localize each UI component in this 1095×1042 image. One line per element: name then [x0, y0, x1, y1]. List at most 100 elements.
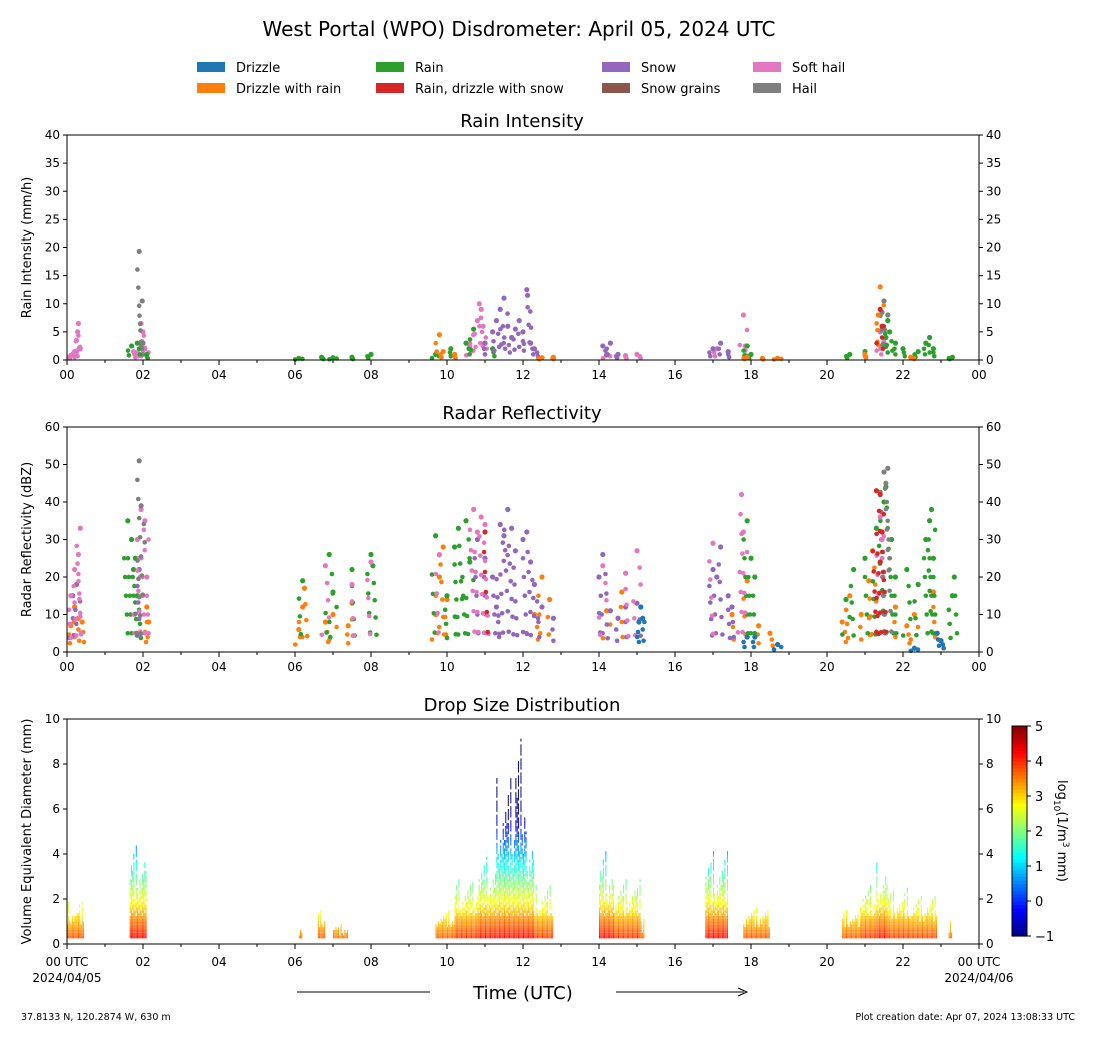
heatmap-cell	[530, 876, 532, 880]
heatmap-cell	[609, 929, 611, 933]
heatmap-cell	[438, 927, 440, 930]
heatmap-cell	[130, 910, 132, 914]
heatmap-cell	[472, 910, 474, 914]
heatmap-cell	[707, 921, 709, 925]
heatmap-cell	[870, 921, 872, 925]
data-point	[345, 623, 351, 629]
heatmap-cell	[905, 929, 907, 933]
heatmap-cell	[910, 924, 912, 928]
heatmap-cell	[724, 913, 726, 916]
heatmap-cell	[605, 887, 607, 891]
heatmap-cell	[464, 899, 466, 902]
heatmap-cell	[906, 913, 908, 916]
heatmap-cell	[718, 901, 720, 905]
data-point	[632, 615, 637, 621]
heatmap-cell	[884, 932, 885, 936]
heatmap-cell	[478, 907, 480, 911]
heatmap-cell	[533, 884, 535, 888]
heatmap-cell	[514, 921, 516, 925]
heatmap-cell	[524, 825, 526, 829]
figure-title: West Portal (WPO) Disdrometer: April 05,…	[262, 17, 775, 41]
heatmap-cell	[501, 918, 503, 922]
heatmap-cell	[634, 899, 636, 902]
heatmap-cell	[638, 929, 640, 933]
heatmap-cell	[509, 873, 511, 877]
heatmap-cell	[512, 918, 514, 922]
heatmap-cell	[707, 927, 709, 930]
heatmap-cell	[914, 929, 916, 933]
data-point	[142, 547, 147, 553]
heatmap-cell	[521, 890, 523, 894]
heatmap-cell	[487, 935, 489, 939]
data-point	[528, 632, 534, 638]
heatmap-cell	[504, 896, 505, 899]
heatmap-cell	[496, 803, 498, 807]
heatmap-cell	[509, 904, 511, 908]
heatmap-cell	[515, 825, 517, 829]
heatmap-cell	[852, 932, 854, 936]
heatmap-cell	[625, 924, 627, 928]
heatmap-cell	[487, 924, 489, 928]
data-point	[877, 284, 883, 290]
heatmap-cell	[466, 935, 467, 939]
heatmap-cell	[528, 932, 530, 936]
legend-entry: Rain, drizzle with snow	[376, 82, 564, 97]
heatmap-cell	[718, 927, 720, 930]
heatmap-cell	[440, 935, 442, 939]
heatmap-cell	[447, 929, 448, 933]
heatmap-cell	[466, 932, 467, 936]
heatmap-cell	[501, 856, 503, 860]
heatmap-cell	[724, 899, 726, 902]
heatmap-cell	[529, 887, 531, 891]
heatmap-cell	[317, 927, 319, 930]
data-point	[485, 613, 491, 618]
heatmap-cell	[523, 882, 524, 885]
data-point	[137, 594, 142, 600]
heatmap-cell	[536, 932, 538, 936]
heatmap-cell	[714, 924, 716, 928]
heatmap-cell	[751, 932, 752, 936]
heatmap-cell	[882, 907, 884, 911]
data-point	[493, 318, 499, 324]
heatmap-cell	[468, 899, 470, 902]
data-point	[76, 571, 81, 577]
heatmap-cell	[521, 924, 523, 928]
heatmap-cell	[493, 896, 495, 899]
data-point	[492, 348, 497, 353]
heatmap-cell	[469, 901, 471, 905]
heatmap-cell	[496, 907, 498, 911]
heatmap-cell	[599, 927, 600, 930]
heatmap-cell	[462, 910, 464, 914]
heatmap-cell	[714, 901, 716, 905]
heatmap-cell	[528, 896, 530, 899]
heatmap-cell	[710, 913, 712, 916]
data-point	[507, 561, 513, 566]
heatmap-cell	[450, 932, 452, 936]
heatmap-cell	[900, 910, 902, 914]
heatmap-cell	[321, 932, 323, 936]
heatmap-cell	[495, 890, 497, 894]
heatmap-cell	[468, 896, 470, 899]
y-tick-label: 0	[52, 353, 60, 367]
heatmap-cell	[445, 915, 447, 919]
heatmap-cell	[526, 899, 528, 902]
heatmap-cell	[544, 921, 546, 925]
heatmap-cell	[643, 929, 645, 933]
heatmap-cell	[610, 910, 612, 914]
heatmap-cell	[637, 921, 638, 925]
heatmap-cell	[713, 873, 714, 877]
heatmap-cell	[469, 899, 471, 902]
heatmap-cell	[497, 904, 499, 908]
heatmap-cell	[71, 918, 73, 922]
heatmap-cell	[504, 876, 505, 880]
heatmap-cell	[600, 907, 602, 911]
heatmap-cell	[531, 924, 533, 928]
heatmap-cell	[867, 904, 869, 908]
heatmap-cell	[549, 924, 551, 928]
heatmap-cell	[526, 918, 528, 922]
heatmap-cell	[842, 929, 844, 933]
heatmap-cell	[448, 929, 450, 933]
data-point	[872, 565, 877, 570]
heatmap-cell	[610, 901, 612, 905]
heatmap-cell	[506, 935, 508, 939]
